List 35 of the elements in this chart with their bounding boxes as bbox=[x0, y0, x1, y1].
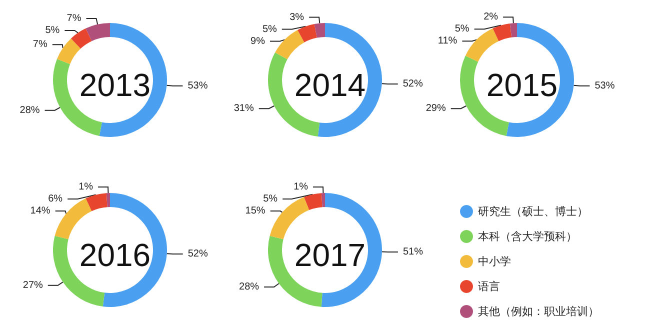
legend-label: 研究生（硕士、博士） bbox=[478, 205, 588, 218]
data-label: 7% bbox=[66, 13, 82, 24]
data-label: 1% bbox=[294, 182, 308, 193]
data-label: 28% bbox=[20, 104, 40, 116]
data-label: 31% bbox=[234, 103, 254, 114]
data-label: 53% bbox=[188, 80, 208, 92]
data-label: 51% bbox=[402, 246, 424, 258]
data-label: 5% bbox=[262, 24, 278, 35]
legend-label: 其他（例如：职业培训） bbox=[478, 305, 599, 318]
legend-label: 中小学 bbox=[478, 255, 511, 268]
data-label: 1% bbox=[78, 182, 94, 193]
legend-label: 语言 bbox=[478, 280, 500, 293]
slice-label: 2017 bbox=[294, 237, 366, 273]
data-label: 53% bbox=[594, 80, 615, 92]
data-label: 3% bbox=[290, 12, 304, 23]
data-label: 29% bbox=[426, 103, 446, 114]
slice-label: 2015 bbox=[486, 67, 558, 103]
data-label: 15% bbox=[245, 206, 266, 217]
data-label: 2% bbox=[484, 12, 498, 23]
data-label: 5% bbox=[454, 24, 470, 35]
slice-label: 2013 bbox=[79, 67, 151, 103]
data-label: 11% bbox=[438, 36, 458, 47]
data-label: 7% bbox=[32, 39, 48, 50]
data-label: 52% bbox=[402, 78, 423, 90]
slice-label: 2016 bbox=[79, 237, 151, 273]
data-label: 27% bbox=[22, 280, 43, 291]
slice-label: 2014 bbox=[294, 67, 366, 103]
legend-label: 本科（含大学预科） bbox=[478, 230, 577, 243]
data-label: 5% bbox=[263, 194, 278, 205]
data-label: 9% bbox=[250, 36, 266, 47]
data-label: 5% bbox=[45, 25, 60, 36]
data-label: 28% bbox=[239, 282, 260, 293]
data-label: 52% bbox=[188, 248, 208, 260]
data-label: 6% bbox=[48, 194, 63, 205]
data-label: 14% bbox=[30, 206, 50, 217]
